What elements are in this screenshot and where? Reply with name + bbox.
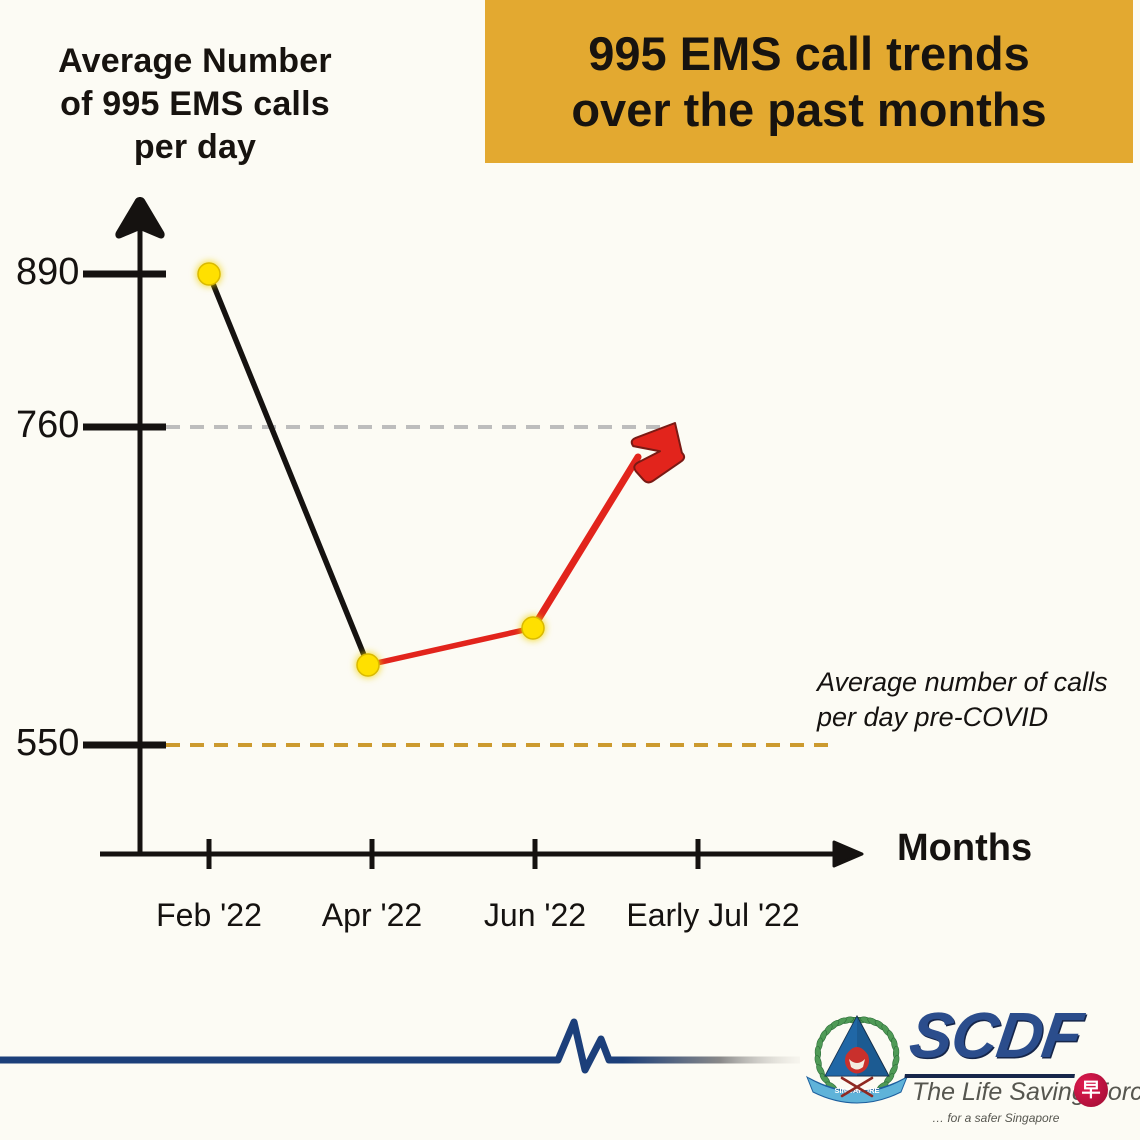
svg-text:早: 早 xyxy=(1081,1079,1100,1101)
